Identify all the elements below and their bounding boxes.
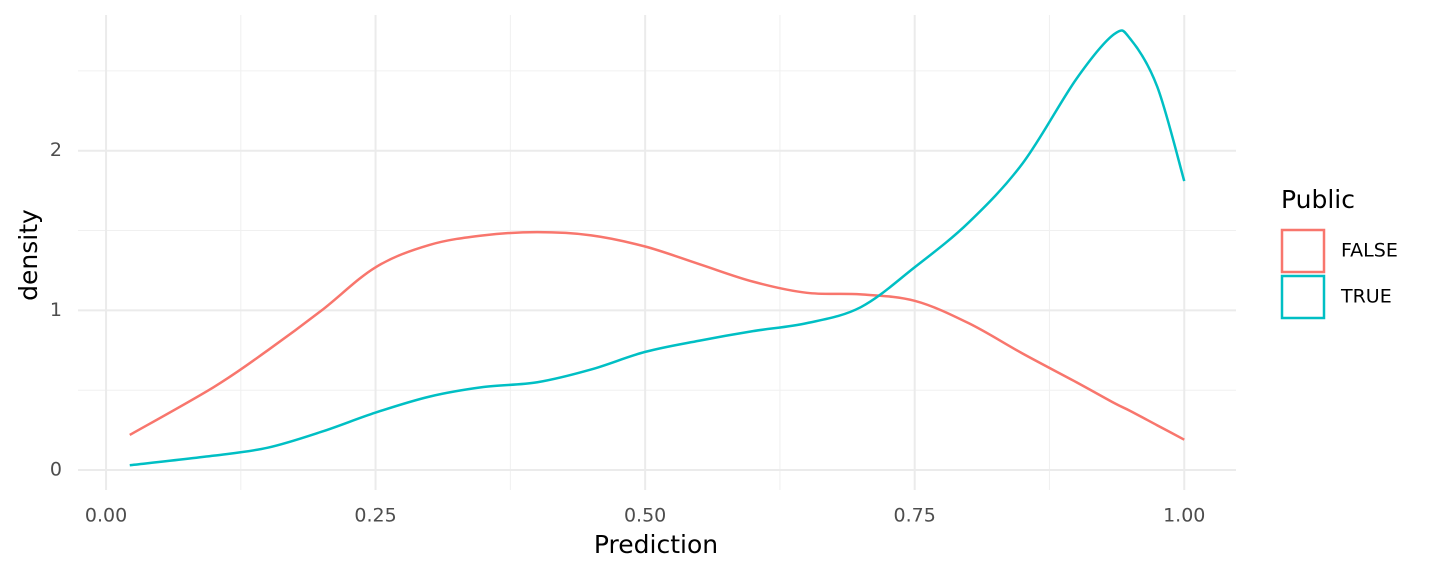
density-line xyxy=(129,230,1185,441)
y-axis-title: density xyxy=(14,209,43,301)
x-tick-label: 0.50 xyxy=(624,505,666,527)
x-tick-label: 0.00 xyxy=(85,505,127,527)
legend-title: Public xyxy=(1281,185,1355,214)
legend-key xyxy=(1280,274,1326,320)
x-tick-label: 0.25 xyxy=(354,505,396,527)
x-tick-label: 1.00 xyxy=(1163,505,1205,527)
density-line xyxy=(129,29,1186,467)
legend-key xyxy=(1280,228,1326,274)
x-axis-title: Prediction xyxy=(594,530,718,559)
legend-label: FALSE xyxy=(1341,240,1398,262)
legend-label: TRUE xyxy=(1340,286,1392,308)
y-tick-label: 0 xyxy=(50,459,62,481)
grid xyxy=(78,15,1236,490)
y-tick-label: 2 xyxy=(50,139,62,161)
y-tick-label: 1 xyxy=(50,299,62,321)
x-tick-label: 0.75 xyxy=(894,505,936,527)
